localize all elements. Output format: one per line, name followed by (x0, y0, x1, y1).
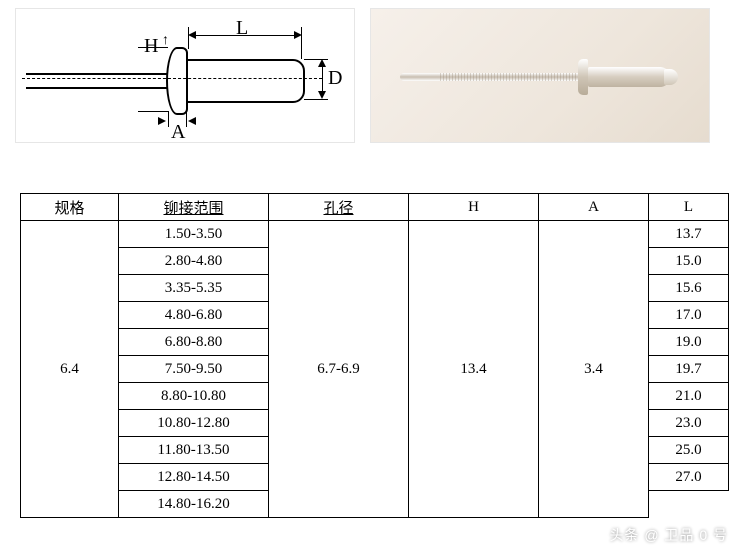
cell-range: 7.50-9.50 (119, 356, 269, 383)
header-h: H (409, 194, 539, 221)
cell-l: 23.0 (649, 410, 729, 437)
centerline (22, 78, 322, 79)
cell-l: 27.0 (649, 464, 729, 491)
cell-range: 12.80-14.50 (119, 464, 269, 491)
cell-range: 4.80-6.80 (119, 302, 269, 329)
cell-l: 25.0 (649, 437, 729, 464)
table-row: 6.41.50-3.506.7-6.913.43.413.7 (21, 221, 729, 248)
dim-d-ext-bottom (304, 99, 328, 100)
rivet-mandrel-shape (26, 73, 171, 89)
cell-range: 11.80-13.50 (119, 437, 269, 464)
cell-range: 1.50-3.50 (119, 221, 269, 248)
arrow-up-icon (318, 59, 326, 67)
cell-range: 8.80-10.80 (119, 383, 269, 410)
watermark-text: 头条 @ 卫品 0 号 (609, 525, 728, 545)
dim-h-ext-bottom (138, 111, 168, 112)
arrow-left-icon (188, 31, 196, 39)
table-body: 6.41.50-3.506.7-6.913.43.413.72.80-4.801… (21, 221, 729, 518)
rivet-head-shape (166, 47, 188, 115)
spec-table-container: 规格 铆接范围 孔径 H A L 6.41.50-3.506.7-6.913.4… (20, 193, 730, 518)
dim-h-ext-top (138, 47, 168, 48)
arrow-right-icon (294, 31, 302, 39)
rivet-body-shape (181, 59, 305, 103)
cell-a: 3.4 (539, 221, 649, 518)
cell-spec: 6.4 (21, 221, 119, 518)
table-header-row: 规格 铆接范围 孔径 H A L (21, 194, 729, 221)
cell-l: 19.0 (649, 329, 729, 356)
cell-range: 6.80-8.80 (119, 329, 269, 356)
arrow-left-icon (188, 117, 196, 125)
header-hole: 孔径 (269, 194, 409, 221)
cell-range: 10.80-12.80 (119, 410, 269, 437)
cell-l: 21.0 (649, 383, 729, 410)
arrow-right-icon (158, 117, 166, 125)
cell-l: 19.7 (649, 356, 729, 383)
header-spec: 规格 (21, 194, 119, 221)
cell-l: 15.0 (649, 248, 729, 275)
arrow-down-icon (318, 91, 326, 99)
cell-hole: 6.7-6.9 (269, 221, 409, 518)
spec-table: 规格 铆接范围 孔径 H A L 6.41.50-3.506.7-6.913.4… (20, 193, 729, 518)
cell-range: 2.80-4.80 (119, 248, 269, 275)
technical-drawing-panel: L H ↑ D A (15, 8, 355, 143)
product-photo-panel (370, 8, 710, 143)
dim-a-ext-left (168, 111, 169, 127)
header-l: L (649, 194, 729, 221)
cell-l: 17.0 (649, 302, 729, 329)
dim-label-d: D (328, 67, 342, 90)
header-a: A (539, 194, 649, 221)
dim-label-a: A (171, 121, 185, 143)
dim-label-l: L (236, 17, 248, 40)
dim-a-ext-right (186, 111, 187, 127)
header-range: 铆接范围 (119, 194, 269, 221)
cell-range: 14.80-16.20 (119, 491, 269, 518)
cell-l: 13.7 (649, 221, 729, 248)
rivet-photo (400, 51, 680, 101)
cell-l: 15.6 (649, 275, 729, 302)
cell-range: 3.35-5.35 (119, 275, 269, 302)
cell-l-empty (649, 491, 729, 518)
cell-h: 13.4 (409, 221, 539, 518)
